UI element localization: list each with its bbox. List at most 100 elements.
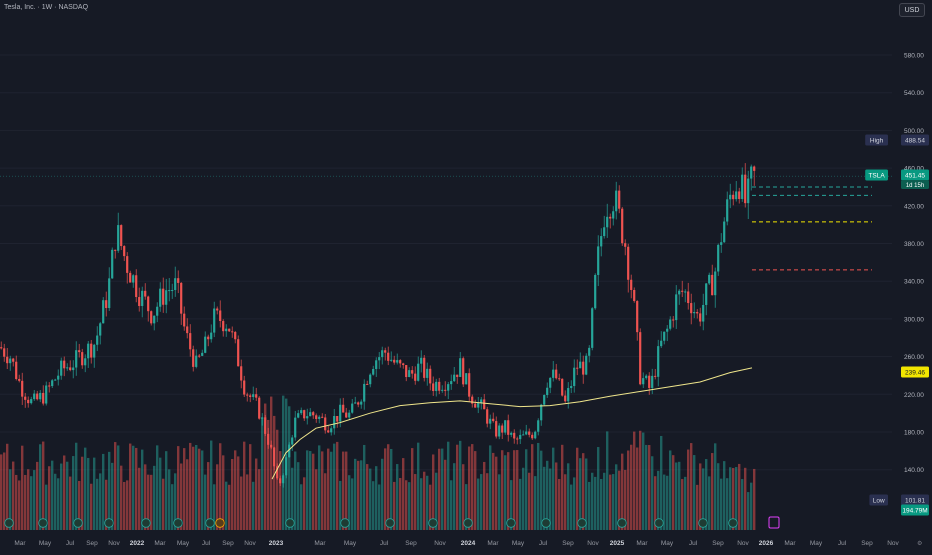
volume-bar bbox=[711, 453, 714, 530]
time-tick: Nov bbox=[587, 540, 599, 547]
time-axis[interactable]: Mar May Jul Sep Nov 2022 Mar May Jul Sep Nov 2023 Ma… bbox=[14, 540, 899, 547]
volume-bar bbox=[270, 396, 273, 530]
candle-body bbox=[726, 199, 729, 222]
candle-body bbox=[612, 211, 615, 219]
candle-body bbox=[255, 394, 258, 398]
candle-body bbox=[48, 385, 51, 387]
volume-bar bbox=[243, 441, 246, 530]
price-tick: 140.00 bbox=[904, 467, 924, 474]
volume-bar bbox=[585, 458, 588, 530]
candle-body bbox=[453, 374, 456, 382]
earnings-marker[interactable] bbox=[617, 518, 627, 528]
candle-body bbox=[666, 328, 669, 332]
candle-body bbox=[477, 402, 480, 408]
volume-bar bbox=[402, 458, 405, 530]
earnings-icon bbox=[728, 518, 738, 528]
earnings-marker[interactable] bbox=[73, 518, 83, 528]
earnings-icon bbox=[428, 518, 438, 528]
candle-body bbox=[288, 444, 291, 458]
price-tick: 460.00 bbox=[904, 166, 924, 173]
candle-body bbox=[615, 190, 618, 212]
price-tick: 340.00 bbox=[904, 279, 924, 286]
volume-bar bbox=[219, 443, 222, 530]
time-tick: 2023 bbox=[269, 540, 284, 547]
candle-body bbox=[174, 278, 177, 291]
candle-body bbox=[285, 457, 288, 476]
currency-button[interactable]: USD bbox=[899, 3, 925, 17]
volume-bar bbox=[309, 451, 312, 530]
volume-bar bbox=[438, 448, 441, 530]
earnings-marker[interactable] bbox=[728, 518, 738, 528]
candle-body bbox=[225, 328, 228, 332]
volume-bar bbox=[156, 445, 159, 530]
candle-body bbox=[753, 166, 756, 171]
candle-body bbox=[333, 415, 336, 429]
volume-value-tag-box bbox=[901, 504, 929, 516]
candle-body bbox=[405, 365, 408, 378]
candle-body bbox=[87, 343, 90, 359]
volume-bar bbox=[507, 452, 510, 530]
candle-body bbox=[567, 388, 570, 402]
horizontal-levels[interactable] bbox=[0, 175, 892, 271]
volume-bar bbox=[207, 462, 210, 530]
volume-bar bbox=[231, 459, 234, 530]
earnings-marker[interactable] bbox=[428, 518, 438, 528]
earnings-marker[interactable] bbox=[4, 518, 14, 528]
earnings-marker[interactable] bbox=[654, 518, 664, 528]
volume-bar bbox=[720, 478, 723, 530]
volume-bar bbox=[180, 463, 183, 530]
earnings-marker[interactable] bbox=[506, 518, 516, 528]
earnings-marker[interactable] bbox=[285, 518, 295, 528]
time-tick: Jul bbox=[66, 540, 75, 547]
candle-body bbox=[678, 290, 681, 295]
earnings-marker[interactable] bbox=[340, 518, 350, 528]
volume-bar bbox=[609, 474, 612, 530]
earnings-marker[interactable] bbox=[698, 518, 708, 528]
volume-bar bbox=[66, 461, 69, 530]
candle-body bbox=[381, 350, 384, 358]
volume-bar bbox=[411, 448, 414, 530]
earnings-marker[interactable] bbox=[141, 518, 151, 528]
volume-bar bbox=[423, 471, 426, 530]
volume-bar bbox=[489, 445, 492, 530]
volume-bar bbox=[696, 484, 699, 530]
earnings-marker[interactable] bbox=[541, 518, 551, 528]
candle-body bbox=[42, 392, 45, 404]
candle-body bbox=[369, 374, 372, 385]
price-axis[interactable]: 580.00 540.00 500.00 460.00 420.00 380.00 340.… bbox=[904, 53, 924, 475]
candle-body bbox=[360, 401, 363, 405]
volume-bar bbox=[528, 472, 531, 530]
candle-body bbox=[675, 294, 678, 321]
earnings-marker[interactable] bbox=[38, 518, 48, 528]
candle-body bbox=[171, 290, 174, 292]
candle-body bbox=[510, 432, 513, 435]
earnings-marker[interactable] bbox=[173, 518, 183, 528]
gear-icon[interactable]: ⚙ bbox=[917, 540, 922, 547]
candle-body bbox=[291, 437, 294, 445]
earnings-marker[interactable] bbox=[385, 518, 395, 528]
earnings-marker[interactable] bbox=[104, 518, 114, 528]
candle-body bbox=[3, 348, 6, 357]
volume-bar bbox=[627, 450, 630, 530]
volume-bar bbox=[189, 442, 192, 530]
candle-body bbox=[468, 373, 471, 397]
candle-body bbox=[354, 402, 357, 404]
earnings-marker[interactable] bbox=[215, 518, 225, 528]
event-markers[interactable] bbox=[4, 516, 780, 529]
volume-bar bbox=[432, 454, 435, 530]
earnings-marker[interactable] bbox=[205, 518, 215, 528]
time-tick: Nov bbox=[108, 540, 120, 547]
volume-bar bbox=[501, 450, 504, 530]
candle-body bbox=[720, 242, 723, 245]
earnings-marker[interactable] bbox=[577, 518, 587, 528]
volume-bar bbox=[315, 469, 318, 530]
candle-body bbox=[435, 381, 438, 392]
candle-body bbox=[15, 361, 18, 380]
time-tick: May bbox=[177, 540, 190, 547]
volume-bar bbox=[342, 451, 345, 530]
earnings-marker[interactable] bbox=[463, 518, 473, 528]
candle-body bbox=[504, 420, 507, 433]
upcoming-earnings-icon[interactable] bbox=[768, 516, 780, 529]
